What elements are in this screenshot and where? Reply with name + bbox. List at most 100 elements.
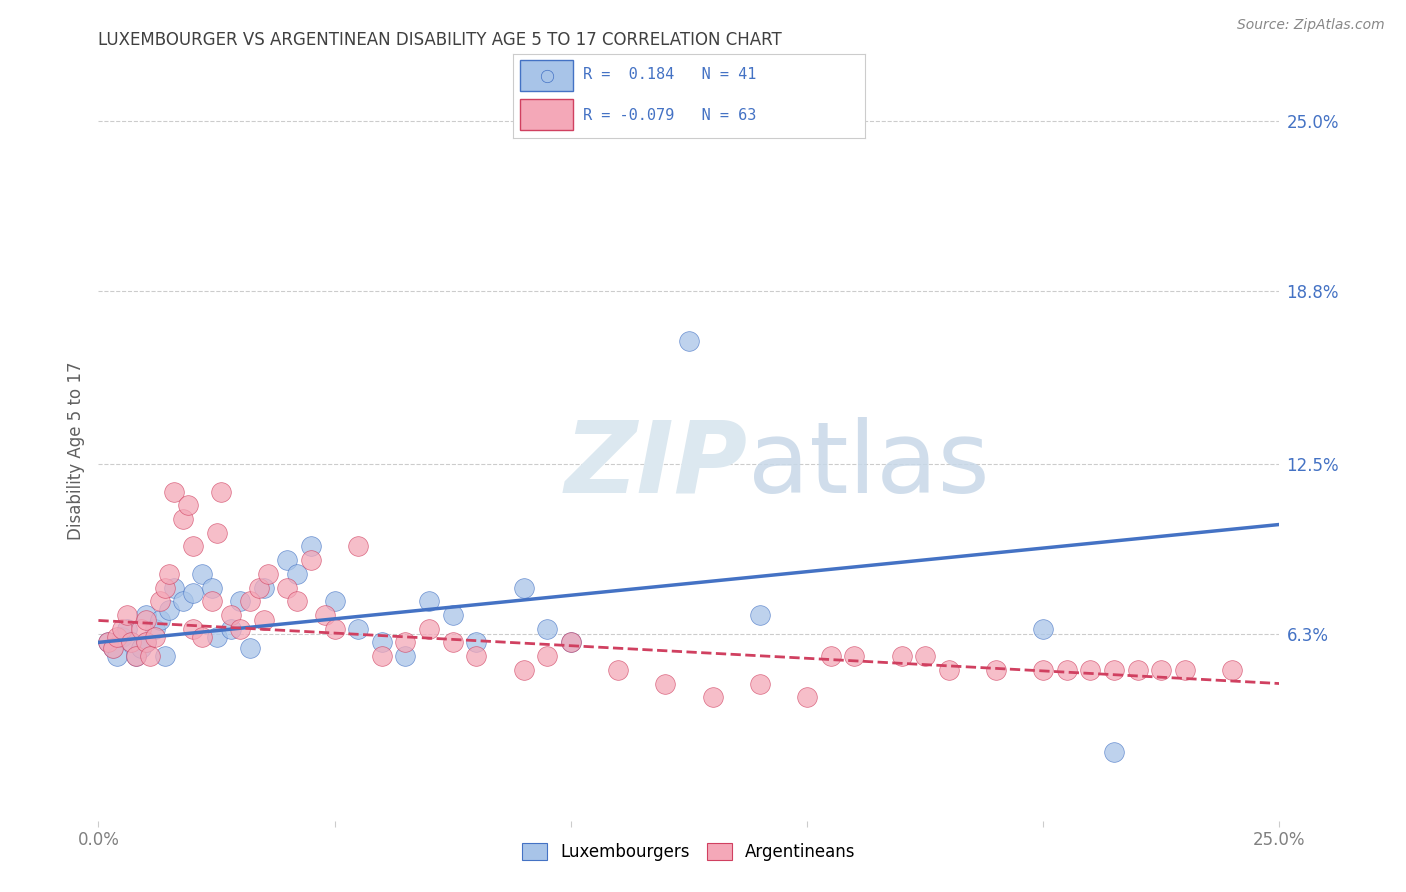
Point xyxy=(394,649,416,664)
FancyBboxPatch shape xyxy=(520,61,574,91)
Point xyxy=(153,649,176,664)
Point xyxy=(1032,622,1054,636)
Point xyxy=(111,630,134,644)
Point xyxy=(536,69,558,83)
Point xyxy=(135,607,157,622)
Point xyxy=(371,649,394,664)
Point xyxy=(139,649,162,664)
Point xyxy=(465,635,488,649)
Point xyxy=(247,581,270,595)
Point xyxy=(536,649,558,664)
Text: R =  0.184   N = 41: R = 0.184 N = 41 xyxy=(583,67,756,82)
Point xyxy=(129,640,152,655)
Point xyxy=(105,649,128,664)
Point xyxy=(209,484,232,499)
Point xyxy=(1080,663,1102,677)
Point xyxy=(181,622,204,636)
Point xyxy=(371,635,394,649)
Point xyxy=(201,594,224,608)
Legend: Luxembourgers, Argentineans: Luxembourgers, Argentineans xyxy=(516,837,862,868)
Point xyxy=(654,676,676,690)
Point xyxy=(1102,663,1125,677)
Point xyxy=(299,553,322,567)
Point xyxy=(135,635,157,649)
Point xyxy=(285,566,308,581)
Point xyxy=(323,622,346,636)
Point xyxy=(229,622,252,636)
Point xyxy=(177,498,200,512)
Point xyxy=(253,614,276,628)
Point xyxy=(347,540,370,554)
Point xyxy=(115,622,138,636)
Point xyxy=(299,540,322,554)
Point xyxy=(229,594,252,608)
Point xyxy=(257,566,280,581)
Point xyxy=(1174,663,1197,677)
Point xyxy=(125,649,148,664)
Point xyxy=(285,594,308,608)
Point xyxy=(748,676,770,690)
Text: Source: ZipAtlas.com: Source: ZipAtlas.com xyxy=(1237,18,1385,32)
Point xyxy=(465,649,488,664)
Point xyxy=(938,663,960,677)
Point xyxy=(219,607,242,622)
Point xyxy=(441,607,464,622)
Point xyxy=(101,640,124,655)
Point xyxy=(560,635,582,649)
Point xyxy=(201,581,224,595)
Point xyxy=(512,663,534,677)
Point xyxy=(1150,663,1173,677)
Point xyxy=(121,635,143,649)
Point xyxy=(143,630,166,644)
Point xyxy=(678,334,700,348)
Point xyxy=(418,594,440,608)
Point xyxy=(607,663,630,677)
Y-axis label: Disability Age 5 to 17: Disability Age 5 to 17 xyxy=(66,361,84,540)
Point xyxy=(143,622,166,636)
Point xyxy=(820,649,842,664)
Point xyxy=(323,594,346,608)
Point xyxy=(1220,663,1243,677)
Point xyxy=(1056,663,1078,677)
Point xyxy=(172,594,194,608)
Point xyxy=(239,594,262,608)
Point xyxy=(205,630,228,644)
Point xyxy=(1126,663,1149,677)
Point xyxy=(536,622,558,636)
Point xyxy=(163,484,186,499)
Point xyxy=(149,594,172,608)
Point xyxy=(394,635,416,649)
Point xyxy=(191,566,214,581)
Point xyxy=(984,663,1007,677)
Point xyxy=(418,622,440,636)
Point xyxy=(157,602,180,616)
Point xyxy=(253,581,276,595)
FancyBboxPatch shape xyxy=(520,99,574,130)
Point xyxy=(149,614,172,628)
Point xyxy=(512,581,534,595)
Point xyxy=(239,640,262,655)
Point xyxy=(276,553,298,567)
Point xyxy=(101,640,124,655)
Point xyxy=(157,566,180,581)
Point xyxy=(191,630,214,644)
Point xyxy=(121,635,143,649)
Point xyxy=(163,581,186,595)
Point xyxy=(276,581,298,595)
Point xyxy=(890,649,912,664)
Point xyxy=(135,614,157,628)
Point xyxy=(105,630,128,644)
Point xyxy=(181,586,204,600)
Point xyxy=(181,540,204,554)
Point xyxy=(111,622,134,636)
Point xyxy=(796,690,818,705)
Text: R = -0.079   N = 63: R = -0.079 N = 63 xyxy=(583,108,756,123)
Point xyxy=(97,635,120,649)
Point xyxy=(219,622,242,636)
Point xyxy=(125,649,148,664)
Point xyxy=(205,525,228,540)
Point xyxy=(914,649,936,664)
Point xyxy=(844,649,866,664)
Point xyxy=(1102,745,1125,759)
Point xyxy=(560,635,582,649)
